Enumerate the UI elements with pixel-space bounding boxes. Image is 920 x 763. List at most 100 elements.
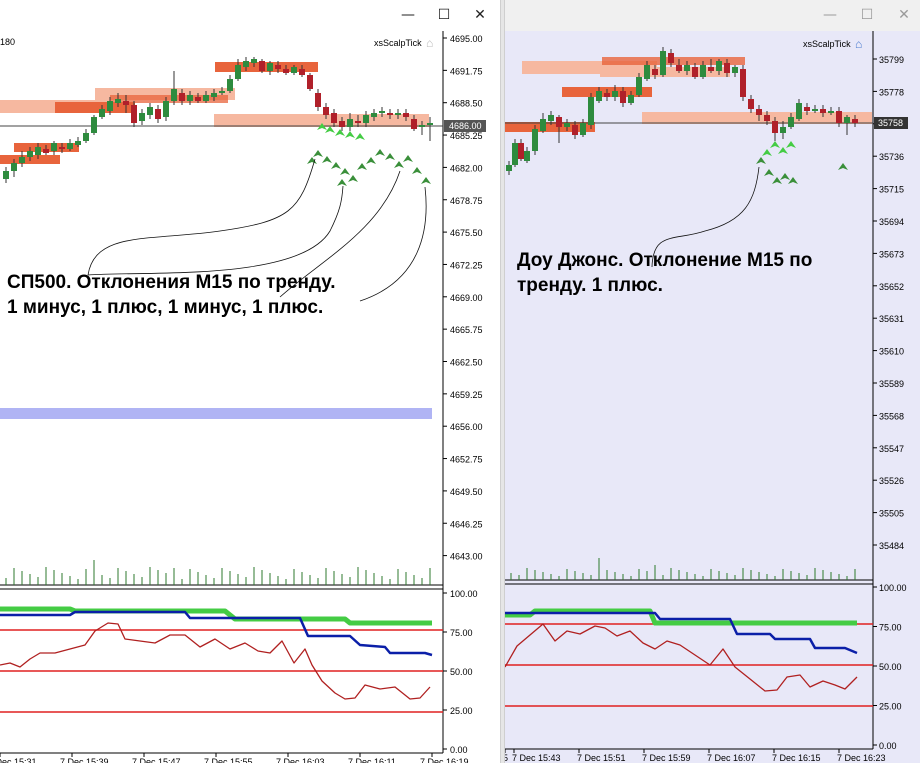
right-price-tick-label: 35736 — [879, 152, 904, 162]
right-maximize-button[interactable]: ☐ — [860, 7, 874, 23]
right-price-tick-label: 35610 — [879, 347, 904, 357]
right-close-button[interactable]: ✕ — [898, 7, 910, 23]
right-candle-body — [740, 69, 746, 97]
right-time-label: 7 Dec 15:59 — [642, 753, 691, 763]
left-candle-body — [155, 109, 161, 119]
left-annotation-line-2: 1 минус, 1 плюс, 1 минус, 1 плюс. — [7, 297, 324, 318]
left-candle-body — [203, 95, 209, 101]
right-time-label: 5 — [505, 753, 508, 763]
left-current-price-box — [444, 120, 486, 132]
right-osc-tick-label: 75.00 — [879, 623, 902, 633]
left-zone — [55, 102, 135, 113]
left-buy-arrow — [325, 126, 335, 133]
sp500-chart[interactable]: 180 xsScalpTick ⌂ 4695.00 4691.75 4688.50 4… — [0, 31, 500, 763]
left-candle-body — [91, 117, 97, 133]
right-candle-body — [596, 91, 602, 101]
left-candle-body — [299, 69, 305, 75]
right-candle-body — [512, 143, 518, 165]
left-candle-body — [59, 147, 65, 149]
left-close-button[interactable]: ✕ — [474, 7, 486, 23]
left-candle-body — [275, 65, 281, 69]
left-candle-body — [339, 121, 345, 127]
left-price-tick-label: 4672.25 — [450, 260, 483, 270]
left-candle-body — [259, 61, 265, 71]
left-candle-body — [323, 107, 329, 115]
left-candle-body — [27, 151, 33, 157]
right-annotation: Доу Джонс. Отклонение М15 по тренду. 1 п… — [517, 248, 812, 298]
left-zone — [214, 114, 429, 127]
right-price-tick-label: 35631 — [879, 314, 904, 324]
left-minimize-button[interactable]: — — [401, 7, 415, 23]
left-signal-arrow — [313, 150, 323, 157]
right-candle-body — [620, 91, 626, 103]
left-price-tick-label: 4678.75 — [450, 196, 483, 206]
dow-chart[interactable]: xsScalpTick ⌂ 35799357783575735736357153… — [505, 31, 920, 763]
right-candle-body — [748, 99, 754, 109]
left-maximize-button[interactable]: ☐ — [437, 7, 451, 23]
left-candle-body — [171, 89, 177, 101]
left-candle-body — [371, 113, 377, 117]
right-candle-body — [524, 151, 530, 161]
left-signal-arrow — [357, 163, 367, 170]
left-price-tick-label: 4685.25 — [450, 131, 483, 141]
left-signal-arrow — [348, 175, 358, 182]
right-price-tick-label: 35505 — [879, 509, 904, 519]
right-candle-body — [756, 109, 762, 115]
left-candle-body — [243, 61, 249, 67]
right-candle-body — [506, 165, 512, 171]
left-osc-tick-label: 25.00 — [450, 706, 473, 716]
left-candle-body — [35, 147, 41, 155]
left-pointer-curve — [87, 158, 316, 276]
right-price-tick-label: 35694 — [879, 217, 904, 227]
left-candle-body — [395, 113, 401, 115]
left-candle-body — [107, 101, 113, 111]
right-price-tick-label: 35715 — [879, 185, 904, 195]
right-candle-body — [812, 109, 818, 111]
left-candle-body — [67, 143, 73, 149]
right-osc-tick-label: 100.00 — [879, 583, 907, 593]
left-signal-arrow — [331, 162, 341, 169]
right-price-tick-label: 35568 — [879, 411, 904, 421]
left-price-tick-label: 4662.50 — [450, 358, 483, 368]
right-zone — [642, 112, 872, 124]
left-candle-body — [83, 133, 89, 141]
left-candle-body — [355, 121, 361, 123]
left-indicator-label: xsScalpTick — [374, 38, 422, 48]
window-splitter[interactable] — [500, 0, 505, 763]
right-candle-body — [612, 91, 618, 97]
left-chart-window[interactable]: — ☐ ✕ 180 xsScalpTick ⌂ 4695.00 4691.75 46… — [0, 0, 500, 763]
left-pointer-curve — [359, 186, 427, 302]
right-candle-body — [700, 65, 706, 77]
right-candle-body — [556, 117, 562, 127]
right-candle-body — [764, 115, 770, 121]
right-time-label: 7 Dec 16:07 — [707, 753, 756, 763]
right-candle-body — [796, 103, 802, 119]
right-chart-window[interactable]: — ☐ ✕ xsScalpTick ⌂ 35799357783575735736… — [505, 0, 920, 763]
right-buy-arrow — [786, 141, 796, 148]
left-time-label: 7 Dec 15:31 — [0, 757, 37, 763]
left-time-label: 7 Dec 15:47 — [132, 757, 181, 763]
right-candle-body — [732, 67, 738, 73]
right-current-price-box — [874, 117, 908, 129]
left-zone — [215, 62, 318, 72]
right-candle-body — [716, 61, 722, 71]
left-price-tick-label: 4675.50 — [450, 228, 483, 238]
left-signal-arrow — [307, 157, 317, 164]
right-candle-body — [628, 95, 634, 103]
right-candle-body — [844, 117, 850, 123]
right-price-tick-label: 35589 — [879, 379, 904, 389]
left-price-tick-label: 4688.50 — [450, 99, 483, 109]
right-candle-body — [644, 65, 650, 79]
right-candle-body — [820, 109, 826, 113]
left-pointer-curve — [87, 185, 344, 276]
left-candle-body — [211, 93, 217, 97]
right-candle-body — [604, 93, 610, 97]
right-price-tick-label: 35547 — [879, 444, 904, 454]
right-buy-arrow — [762, 149, 772, 156]
right-price-tick-label: 35652 — [879, 282, 904, 292]
left-candle-body — [307, 75, 313, 89]
right-osc-tick-label: 50.00 — [879, 662, 902, 672]
left-candle-body — [147, 107, 153, 115]
right-minimize-button[interactable]: — — [823, 7, 837, 23]
right-candle-body — [572, 125, 578, 135]
